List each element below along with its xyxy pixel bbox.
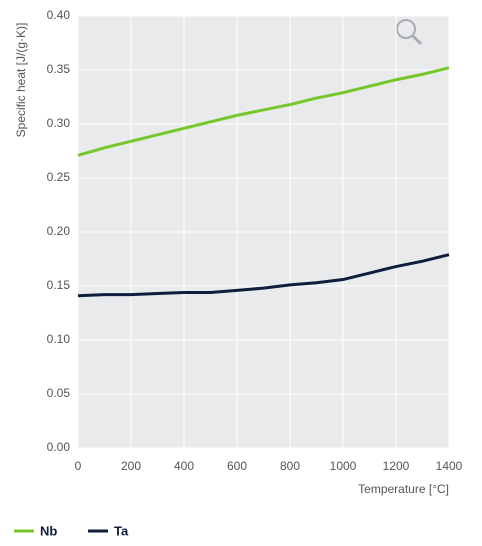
x-tick-label: 800 xyxy=(280,459,300,473)
y-tick-label: 0.35 xyxy=(47,62,71,76)
y-tick-label: 0.15 xyxy=(47,278,71,292)
y-axis-label: Specific heat [J/(g·K)] xyxy=(14,23,28,138)
x-tick-label: 200 xyxy=(121,459,141,473)
y-tick-label: 0.40 xyxy=(47,8,71,22)
x-tick-label: 1200 xyxy=(383,459,410,473)
y-tick-label: 0.30 xyxy=(47,116,71,130)
legend-label: Ta xyxy=(114,523,129,538)
x-tick-label: 0 xyxy=(75,459,82,473)
series-line xyxy=(77,253,450,298)
y-tick-label: 0.25 xyxy=(47,170,71,184)
y-tick-label: 0.05 xyxy=(47,386,71,400)
x-tick-label: 1400 xyxy=(436,459,463,473)
y-tick-label: 0.20 xyxy=(47,224,71,238)
x-tick-label: 1000 xyxy=(330,459,357,473)
x-tick-label: 400 xyxy=(174,459,194,473)
zoom-icon[interactable] xyxy=(396,19,423,46)
x-axis-label: Temperature [°C] xyxy=(358,482,449,496)
series-line xyxy=(77,66,450,157)
y-tick-label: 0.10 xyxy=(47,332,71,346)
y-tick-label: 0.00 xyxy=(47,440,71,454)
legend-label: Nb xyxy=(40,523,57,538)
x-tick-label: 600 xyxy=(227,459,247,473)
